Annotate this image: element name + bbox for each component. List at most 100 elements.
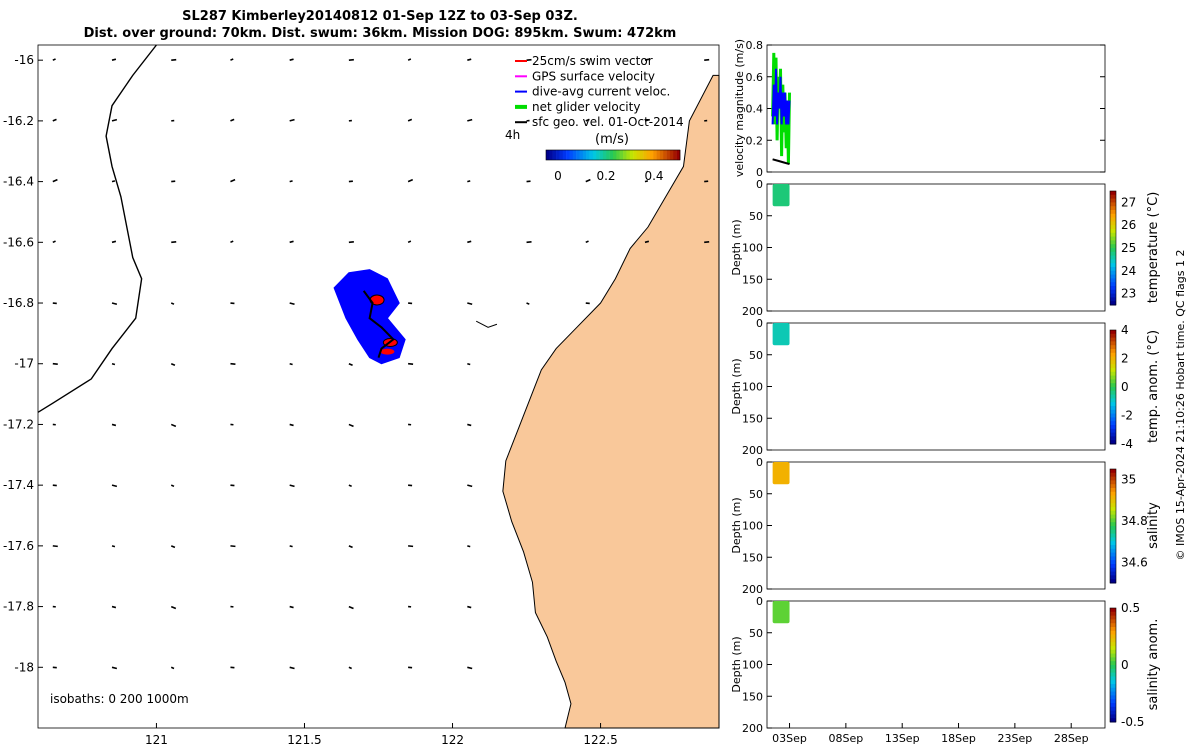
colorbar-segment [1110, 545, 1116, 550]
sfc-geo-vector [230, 240, 234, 244]
colorbar-segment [566, 150, 570, 160]
profile-colorbar-tick: 0 [1121, 658, 1129, 672]
sfc-geo-vector [644, 58, 650, 61]
colorbar-segment [1110, 360, 1116, 365]
colorbar-segment [1110, 436, 1116, 441]
map-ytick-label: -16.8 [3, 296, 34, 310]
colorbar-segment [592, 150, 597, 160]
colorbar-segment [1110, 646, 1116, 651]
colorbar-segment [1110, 615, 1116, 620]
colorbar-segment [1110, 293, 1116, 298]
map-xtick-label: 122 [441, 733, 464, 747]
colorbar-segment [1110, 623, 1116, 628]
profile-colorbar-tick: 34.8 [1121, 514, 1148, 528]
colorbar-segment [1110, 330, 1116, 335]
profile-ytick-label: 100 [742, 659, 763, 672]
sfc-geo-vector [111, 484, 118, 488]
colorbar-tick-label: 0 [554, 169, 562, 183]
profile-colorbar-tick: -2 [1121, 409, 1133, 423]
sfc-geo-vector [111, 58, 117, 61]
colorbar-segment [1110, 425, 1116, 430]
sfc-geo-vector [52, 240, 56, 244]
profile-ytick-label: 150 [742, 273, 763, 286]
map-panel: 121 121.5 122 122.5 -16 -16.2 -16.4 -16.6 -16.8 -… [3, 44, 720, 747]
profile-colorbar-frame [1109, 468, 1117, 584]
sfc-geo-vector [585, 240, 589, 244]
map-ytick-label: -17 [14, 357, 34, 371]
land-mass [502, 74, 720, 729]
colorbar-segment [586, 150, 590, 160]
profile-data-patch [772, 601, 790, 624]
sfc-geo-vector [289, 423, 294, 427]
colorbar-segment [1110, 282, 1116, 287]
colorbar-segment [1110, 356, 1116, 361]
profile-ylabel: Depth (m) [730, 219, 743, 275]
colorbar-segment [606, 150, 610, 160]
colorbar-segment [1110, 232, 1116, 238]
colorbar-segment [1110, 368, 1116, 373]
sfc-geo-vector [644, 240, 650, 244]
legend-label: sfc geo. vel. 01-Oct-2014 [532, 115, 684, 129]
sfc-geo-vector [467, 484, 473, 488]
colorbar-segment [1110, 402, 1116, 407]
colorbar-segment [643, 150, 647, 160]
profile-colorbar-frame [1109, 607, 1117, 723]
sfc-geo-vector [170, 666, 175, 670]
colorbar-segment [1110, 390, 1116, 396]
chart-title-line-1: SL287 Kimberley20140812 01-Sep 12Z to 03… [182, 9, 578, 24]
colorbar-segment [1110, 661, 1116, 666]
profile-data-patch [772, 184, 790, 207]
velocity-axes-frame [766, 44, 1106, 173]
colorbar-segment [1110, 213, 1116, 219]
profile-colorbar-tick: 0.5 [1121, 601, 1140, 615]
sfc-geo-vector [644, 180, 649, 183]
colorbar-segment [1110, 191, 1116, 196]
colorbar-segment [1110, 472, 1116, 478]
sfc-geo-vector [111, 423, 117, 427]
sfc-geo-vector [289, 362, 293, 366]
colorbar-segment [1110, 691, 1116, 696]
profile-panel-salinity: 0 50 100 150 200 Depth (m) 35 34.8 34.6 salinity [730, 456, 1161, 596]
sfc-geo-vector [407, 58, 412, 61]
sfc-geo-vector [467, 58, 472, 61]
colorbar-segment [1110, 665, 1116, 670]
colorbar-segment [576, 150, 580, 160]
isobath-line [37, 44, 157, 413]
sfc-geo-vector [467, 240, 472, 244]
velocity-series-line [772, 158, 790, 166]
time-xtick-label: 18Sep [941, 732, 976, 745]
sfc-geo-vector [170, 362, 176, 367]
sfc-geo-vector [111, 362, 116, 366]
colorbar-segment [1110, 706, 1116, 712]
map-ytick-label: -16.4 [3, 175, 34, 189]
sfc-geo-vector [289, 180, 293, 183]
sfc-geo-vector [170, 605, 177, 610]
profile-ytick-label: 150 [742, 412, 763, 425]
profile-colorbar-tick: -4 [1121, 437, 1133, 451]
sfc-geo-vector [585, 178, 591, 183]
profile-colorbar-tick: 23 [1121, 287, 1136, 301]
sfc-geo-vector [467, 666, 473, 670]
sfc-geo-vector [467, 605, 472, 609]
colorbar-segment [579, 150, 584, 160]
sfc-geo-vector [289, 605, 294, 609]
colorbar-segment [1110, 680, 1116, 685]
profile-colorbar-frame [1109, 329, 1117, 445]
map-ytick-label: -17.2 [3, 417, 34, 431]
colorbar-segment [1110, 526, 1116, 531]
colorbar-segment [602, 150, 607, 160]
profile-ytick-label: 200 [742, 444, 763, 457]
colorbar-segment [1110, 267, 1116, 272]
sfc-geo-vector [348, 545, 353, 549]
colorbar-segment [1110, 236, 1116, 241]
profile-ytick-label: 100 [742, 242, 763, 255]
colorbar-frame [545, 149, 681, 161]
profile-ytick-label: 200 [742, 305, 763, 318]
legend-label: dive-avg current veloc. [532, 85, 670, 99]
colorbar-segment [676, 150, 681, 160]
colorbar-segment [1110, 634, 1116, 639]
colorbar-segment [1110, 440, 1116, 445]
legend-label: 25cm/s swim vector [532, 54, 653, 68]
profile-axes-frame [766, 461, 1106, 590]
